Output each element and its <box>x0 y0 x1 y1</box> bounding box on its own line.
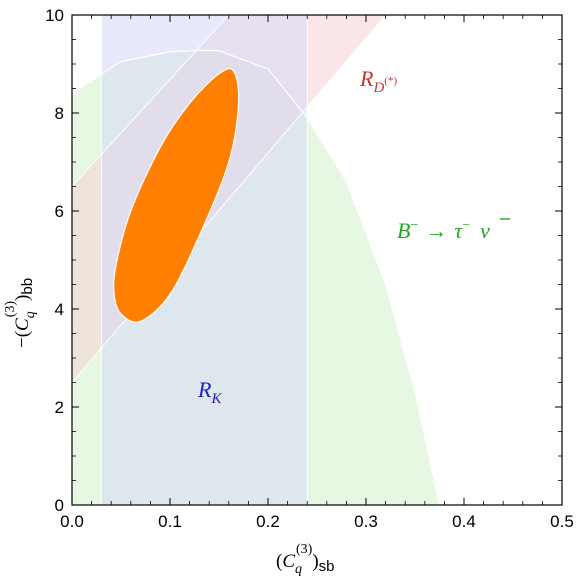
x-tick-label: 0.5 <box>550 512 574 531</box>
x-tick-label: 0.3 <box>354 512 378 531</box>
y-axis-label: −(Cq(3))bb <box>3 278 38 348</box>
y-tick-label: 10 <box>45 6 64 25</box>
x-tick-label: 0.4 <box>452 512 476 531</box>
x-axis-label: (Cq(3))sb <box>276 542 335 577</box>
x-tick-label: 0.1 <box>158 512 182 531</box>
y-tick-label: 8 <box>55 104 64 123</box>
btaunu-label: B− → τ− ν <box>397 218 490 243</box>
y-tick-label: 2 <box>55 398 64 417</box>
y-tick-label: 4 <box>55 300 64 319</box>
fit-ellipse <box>113 67 240 323</box>
x-tick-label: 0.0 <box>60 512 84 531</box>
rd-upper-edge <box>72 15 230 187</box>
ticks-layer: 0.0 0.1 0.2 0.3 0.4 0.5 0 2 4 6 8 10 <box>45 6 574 531</box>
y-tick-label: 6 <box>55 202 64 221</box>
regions-layer <box>72 15 441 505</box>
btaunu-boundary <box>72 49 441 505</box>
y-tick-label: 0 <box>55 496 64 515</box>
x-tick-label: 0.2 <box>256 512 280 531</box>
rk-label: RK <box>197 377 222 407</box>
rd-label: RD(*) <box>359 66 397 96</box>
